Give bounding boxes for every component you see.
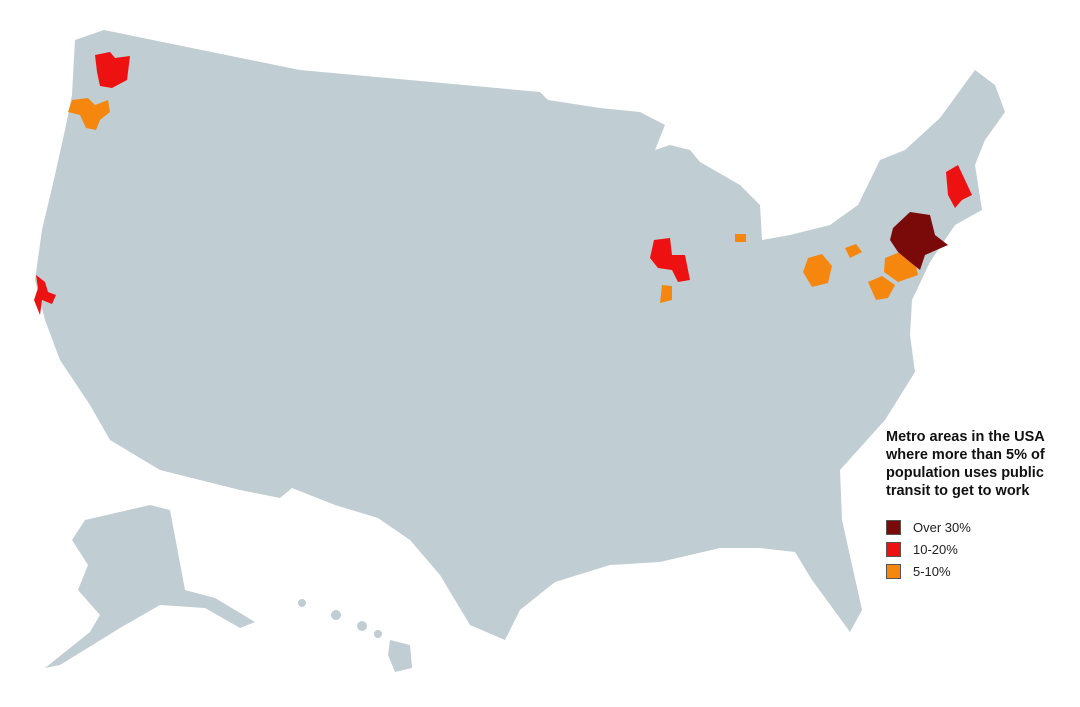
metro-washington (868, 276, 895, 300)
legend-label: Over 30% (913, 519, 971, 535)
metro-pittsburgh (803, 254, 832, 287)
legend-item-10-20: 10-20% (886, 538, 1076, 560)
legend-item-5-10: 5-10% (886, 560, 1076, 582)
metro-portland (68, 98, 110, 130)
metro-cleveland (845, 244, 862, 258)
metro-detroit (735, 234, 746, 242)
metro-areas (34, 52, 972, 315)
hawaii (298, 599, 412, 672)
legend-swatch (886, 563, 901, 579)
alaska (45, 505, 255, 668)
metro-indiana (660, 285, 672, 303)
legend-item-over-30: Over 30% (886, 516, 1076, 538)
legend-swatch (886, 519, 901, 535)
metro-boston (946, 165, 972, 208)
legend-swatch (886, 541, 901, 557)
metro-new-york (890, 212, 948, 270)
contiguous-usa (35, 30, 1005, 640)
legend-label: 5-10% (913, 563, 951, 579)
legend-label: 10-20% (913, 541, 958, 557)
legend-title: Metro areas in the USA where more than 5… (886, 429, 1045, 499)
metro-san-francisco (34, 275, 56, 315)
metro-chicago (650, 238, 690, 282)
metro-seattle (95, 52, 130, 88)
map-legend: Metro areas in the USA where more than 5… (886, 428, 1076, 582)
